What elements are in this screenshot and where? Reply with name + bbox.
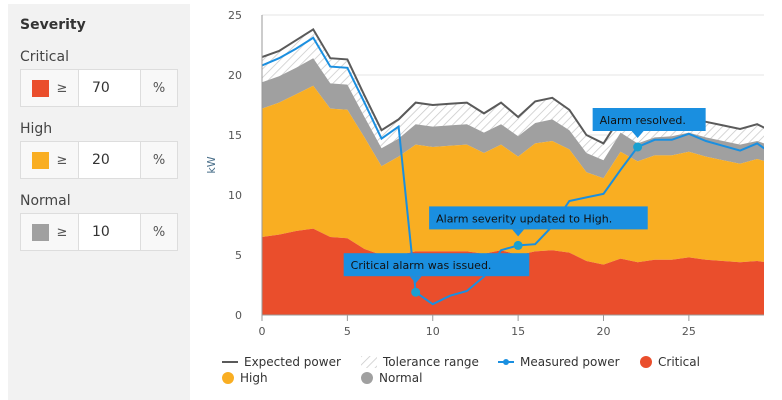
annotation-point bbox=[633, 142, 643, 152]
panel-title: Severity bbox=[20, 17, 86, 33]
high-threshold: ≥ 20 % bbox=[20, 141, 178, 179]
y-tick-label: 20 bbox=[228, 69, 242, 82]
x-tick-label: 10 bbox=[426, 325, 440, 338]
percent-unit: % bbox=[140, 142, 177, 178]
legend-tolerance-range[interactable]: Tolerance range bbox=[361, 355, 479, 369]
normal-label: Normal bbox=[20, 193, 71, 209]
annotation-text: Alarm severity updated to High. bbox=[436, 212, 612, 225]
normal-swatch[interactable] bbox=[31, 223, 49, 241]
annotation-box bbox=[429, 206, 648, 230]
gte-symbol: ≥ bbox=[56, 80, 68, 96]
high-swatch[interactable] bbox=[31, 151, 49, 169]
legend-label: Critical bbox=[658, 355, 700, 369]
severity-panel: Severity Critical ≥ 70 % High ≥ 20 % Nor… bbox=[8, 4, 190, 400]
x-tick-label: 15 bbox=[511, 325, 525, 338]
annotation-pointer bbox=[512, 229, 525, 237]
legend-label: High bbox=[240, 371, 268, 385]
x-tick-label: 5 bbox=[344, 325, 351, 338]
legend-high[interactable]: High bbox=[222, 371, 268, 385]
x-tick-label: 0 bbox=[259, 325, 266, 338]
x-tick-label: 20 bbox=[596, 325, 610, 338]
percent-unit: % bbox=[140, 70, 177, 106]
percent-unit: % bbox=[140, 214, 177, 250]
legend-critical[interactable]: Critical bbox=[640, 355, 700, 369]
annotation-box bbox=[343, 253, 530, 277]
critical-swatch[interactable] bbox=[31, 79, 49, 97]
y-tick-label: 25 bbox=[228, 9, 242, 22]
normal-threshold: ≥ 10 % bbox=[20, 213, 178, 251]
y-axis-label: kW bbox=[205, 156, 218, 173]
legend-measured-power[interactable]: Measured power bbox=[498, 355, 620, 369]
annotation-point bbox=[513, 240, 523, 250]
high-label: High bbox=[20, 121, 53, 137]
legend-label: Tolerance range bbox=[383, 355, 479, 369]
annotation-box bbox=[592, 108, 706, 131]
x-tick-label: 25 bbox=[682, 325, 696, 338]
critical-label: Critical bbox=[20, 49, 69, 65]
y-tick-label: 5 bbox=[235, 249, 242, 262]
annotation-pointer bbox=[631, 131, 644, 138]
annotation-pointer bbox=[409, 276, 422, 284]
annotation-text: Alarm resolved. bbox=[600, 114, 686, 127]
normal-input[interactable]: 10 bbox=[92, 224, 110, 240]
legend-label: Expected power bbox=[244, 355, 341, 369]
gte-symbol: ≥ bbox=[56, 224, 68, 240]
legend-normal[interactable]: Normal bbox=[361, 371, 422, 385]
high-input[interactable]: 20 bbox=[92, 152, 110, 168]
legend-label: Measured power bbox=[520, 355, 620, 369]
legend-label: Normal bbox=[379, 371, 423, 385]
gte-symbol: ≥ bbox=[56, 152, 68, 168]
critical-input[interactable]: 70 bbox=[92, 80, 110, 96]
annotation-text: Critical alarm was issued. bbox=[351, 259, 492, 272]
y-tick-label: 10 bbox=[228, 189, 242, 202]
legend-expected-power[interactable]: Expected power bbox=[222, 355, 341, 369]
y-tick-label: 0 bbox=[235, 309, 242, 322]
critical-threshold: ≥ 70 % bbox=[20, 69, 178, 107]
y-tick-label: 15 bbox=[228, 129, 242, 142]
annotation-point bbox=[411, 287, 421, 297]
